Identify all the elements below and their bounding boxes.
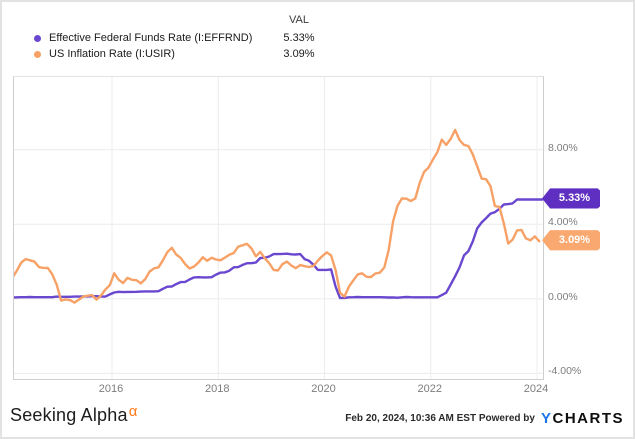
y-axis-tick: 8.00% — [548, 141, 578, 154]
ycharts-logo: YCHARTS — [541, 410, 624, 427]
legend-label-inflation: US Inflation Rate (I:USIR) — [49, 48, 175, 60]
legend-value-effr: 5.33% — [283, 32, 315, 44]
x-axis-tick: 2016 — [98, 383, 124, 395]
attribution: Feb 20, 2024, 10:36 AM EST Powered by YC… — [345, 410, 624, 427]
x-axis-tick: 2024 — [523, 383, 549, 395]
effr-value-badge: 5.33% — [542, 188, 600, 209]
y-axis-tick: 4.00% — [548, 216, 578, 229]
seeking-alpha-wordmark: Seeking Alpha — [10, 405, 128, 425]
plot-area[interactable] — [13, 76, 544, 380]
x-axis-tick: 2020 — [311, 383, 336, 395]
legend-value-inflation: 3.09% — [283, 48, 315, 60]
x-axis-tick: 2022 — [417, 383, 442, 395]
legend-val-header: VAL — [289, 14, 309, 26]
legend-label-effr: Effective Federal Funds Rate (I:EFFRND) — [49, 32, 253, 44]
y-axis-tick: 0.00% — [548, 290, 578, 303]
ycharts-y-icon: Y — [540, 410, 553, 427]
x-axis-tick: 2018 — [205, 383, 230, 395]
inflation-series-dot-icon — [34, 51, 41, 58]
alpha-icon: α — [128, 403, 138, 420]
y-axis-tick: -4.00% — [548, 365, 582, 378]
inflation-value-badge: 3.09% — [542, 230, 600, 251]
line-chart[interactable] — [14, 77, 543, 379]
effr-series-dot-icon — [34, 35, 41, 42]
timestamp-powered-by: Feb 20, 2024, 10:36 AM EST Powered by — [345, 413, 535, 424]
seeking-alpha-logo: Seeking Alphaα — [10, 403, 138, 426]
ycharts-wordmark: CHARTS — [552, 410, 624, 427]
